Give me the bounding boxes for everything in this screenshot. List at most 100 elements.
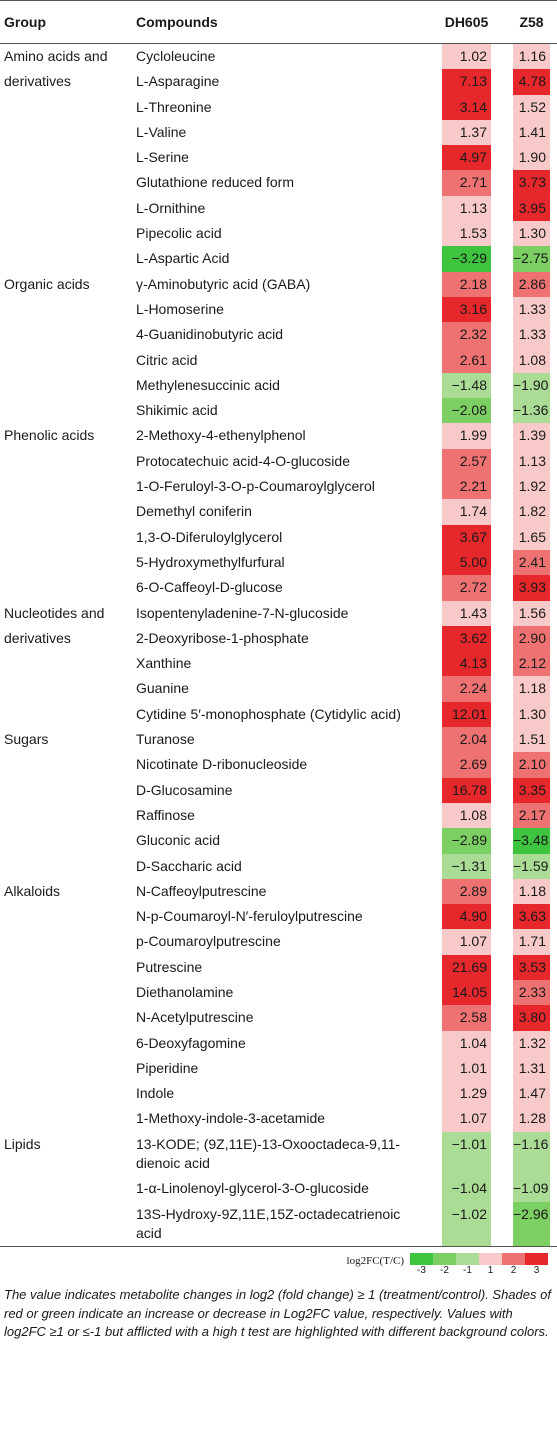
dh605-value: 1.43 [442, 600, 491, 626]
spacer [491, 44, 513, 70]
dh605-value: 1.53 [442, 221, 491, 247]
group-name: Sugars [4, 731, 49, 748]
legend-item: 2 [502, 1253, 525, 1276]
table-row: Glutathione reduced form 2.71 3.73 [0, 170, 557, 196]
spacer [417, 322, 442, 347]
spacer [491, 980, 513, 1005]
spacer [417, 69, 442, 94]
z58-value: 3.95 [513, 195, 550, 222]
compound-name: 6-O-Caffeoyl-D-glucose [136, 579, 283, 596]
legend-label: -3 [417, 1265, 426, 1277]
spacer [491, 601, 513, 626]
table-row: Organic acids γ-Aminobutyric acid (GABA) 2… [0, 271, 557, 297]
spacer [417, 803, 442, 828]
compound-name: D-Glucosamine [136, 781, 233, 798]
table-row: L-Asparagine 7.13 4.78 [0, 69, 557, 95]
spacer [550, 778, 557, 803]
compound-name: Turanose [136, 731, 195, 748]
spacer [417, 221, 442, 246]
table-row: L-Ornithine 1.13 3.95 [0, 195, 557, 222]
compound-name: L-Aspartic Acid [136, 250, 230, 267]
compound-name: Pipecolic acid [136, 225, 222, 242]
spacer [491, 929, 513, 954]
spacer [417, 120, 442, 145]
dh605-value: 3.62 [442, 625, 491, 652]
compound-name: Raffinose [136, 806, 195, 823]
spacer [417, 955, 442, 980]
z58-value: 1.51 [513, 727, 550, 753]
table-row: L-Aspartic Acid −3.29 −2.75 [0, 246, 557, 272]
spacer [550, 980, 557, 1005]
dh605-value: 5.00 [442, 549, 491, 576]
spacer [491, 575, 513, 600]
compound-name: Glutathione reduced form [136, 174, 294, 191]
z58-value: 1.28 [513, 1106, 550, 1132]
legend-swatch [479, 1253, 502, 1266]
spacer [417, 1106, 442, 1131]
compound-name: 1,3-O-Diferuloylglycerol [136, 528, 283, 545]
group-name: Organic acids [4, 275, 90, 292]
dh605-value: 2.04 [442, 727, 491, 753]
spacer [491, 752, 513, 777]
spacer [550, 626, 557, 651]
spacer [550, 272, 557, 297]
legend-item: 3 [525, 1253, 548, 1276]
dh605-value: 1.07 [442, 929, 491, 955]
compound-name: 1-α-Linolenoyl-glycerol-3-O-glucoside [136, 1180, 369, 1197]
spacer [550, 1031, 557, 1056]
legend-label: -2 [440, 1265, 449, 1277]
spacer [417, 373, 442, 398]
compound-name: L-Homoserine [136, 300, 224, 317]
compound-name: D-Saccharic acid [136, 857, 242, 874]
spacer [417, 1176, 442, 1201]
dh605-value: 2.18 [442, 271, 491, 297]
spacer [417, 246, 442, 271]
z58-value: 1.65 [513, 524, 550, 550]
dh605-value: 1.13 [442, 195, 491, 222]
table-row: D-Saccharic acid −1.31 −1.59 [0, 853, 557, 879]
group-name: Amino acids and derivatives [4, 48, 108, 90]
spacer [417, 348, 442, 373]
table-row: L-Valine 1.37 1.41 [0, 119, 557, 146]
spacer [550, 449, 557, 474]
spacer [550, 499, 557, 524]
z58-value: 2.41 [513, 549, 550, 576]
table-row: Cytidine 5′-monophosphate (Cytidylic aci… [0, 701, 557, 728]
spacer [491, 525, 513, 550]
z58-value: 3.53 [513, 954, 550, 980]
table-row: p-Coumaroylputrescine 1.07 1.71 [0, 929, 557, 955]
dh605-value: 2.71 [442, 170, 491, 196]
table-row: 1-Methoxy-indole-3-acetamide 1.07 1.28 [0, 1106, 557, 1132]
table-row: 5-Hydroxymethylfurfural 5.00 2.41 [0, 549, 557, 576]
compound-name: 6-Deoxyfagomine [136, 1034, 246, 1051]
spacer [491, 702, 513, 727]
spacer [491, 196, 513, 221]
z58-value: −1.16 [513, 1131, 550, 1177]
dh605-value: 3.16 [442, 296, 491, 323]
spacer [417, 449, 442, 474]
dh605-value: 14.05 [442, 979, 491, 1006]
dh605-value: 16.78 [442, 777, 491, 803]
spacer [417, 651, 442, 676]
spacer [550, 348, 557, 373]
spacer [491, 272, 513, 297]
dh605-value: 2.72 [442, 575, 491, 601]
spacer [417, 778, 442, 803]
spacer [491, 1081, 513, 1106]
spacer [417, 398, 442, 423]
dh605-value: 4.97 [442, 145, 491, 171]
table-row: 1-α-Linolenoyl-glycerol-3-O-glucoside −1.… [0, 1176, 557, 1202]
spacer [550, 1081, 557, 1106]
legend-item: 1 [479, 1253, 502, 1276]
table-row: Nucleotides and derivatives Isopentenylad… [0, 600, 557, 646]
spacer [417, 601, 442, 626]
compound-name: Methylenesuccinic acid [136, 376, 280, 393]
spacer [417, 145, 442, 170]
header-cell: Compounds [134, 0, 417, 44]
z58-value: 4.78 [513, 69, 550, 95]
spacer [491, 550, 513, 575]
group-name: Lipids [4, 1135, 41, 1152]
table-row: 6-Deoxyfagomine 1.04 1.32 [0, 1030, 557, 1056]
spacer [550, 904, 557, 929]
z58-value: 3.80 [513, 1005, 550, 1031]
